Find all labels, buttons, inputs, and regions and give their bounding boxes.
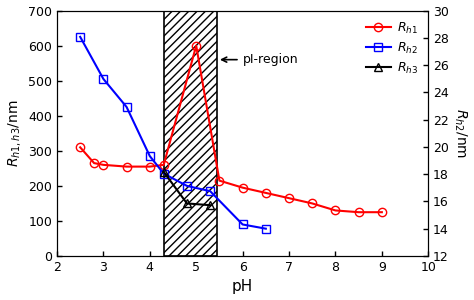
$R_{h1}$	[333, 208, 338, 212]
$R_{h1}$	[147, 165, 153, 168]
Y-axis label: $R_{h2}$/nm: $R_{h2}$/nm	[452, 108, 468, 158]
$R_{h1}$	[263, 191, 269, 195]
Line: $R_{h1}$: $R_{h1}$	[76, 41, 386, 216]
$R_{h1}$	[124, 165, 129, 168]
$R_{h1}$	[91, 161, 97, 165]
$R_{h1}$	[217, 179, 222, 182]
$R_{h1}$	[193, 44, 199, 47]
$R_{h1}$	[379, 210, 385, 214]
$R_{h2}$	[263, 227, 269, 230]
Y-axis label: $R_{h1,h3}$/nm: $R_{h1,h3}$/nm	[6, 100, 23, 167]
Line: $R_{h2}$: $R_{h2}$	[76, 33, 270, 233]
$R_{h2}$	[147, 154, 153, 158]
$R_{h1}$	[77, 146, 83, 149]
$R_{h2}$	[77, 35, 83, 39]
$R_{h1}$	[356, 210, 362, 214]
$R_{h2}$	[124, 105, 129, 109]
$R_{h2}$	[100, 77, 106, 81]
$R_{h2}$	[207, 189, 213, 193]
Text: pI-region: pI-region	[222, 53, 298, 66]
Line: $R_{h3}$: $R_{h3}$	[160, 168, 214, 209]
$R_{h3}$	[207, 203, 213, 207]
$R_{h1}$	[240, 186, 246, 189]
X-axis label: pH: pH	[232, 279, 253, 294]
$R_{h3}$	[161, 170, 166, 174]
$R_{h2}$	[161, 172, 166, 175]
$R_{h3}$	[184, 202, 190, 205]
Legend: $R_{h1}$, $R_{h2}$, $R_{h3}$: $R_{h1}$, $R_{h2}$, $R_{h3}$	[362, 17, 422, 80]
$R_{h1}$	[100, 163, 106, 167]
$R_{h2}$	[184, 184, 190, 188]
$R_{h2}$	[240, 223, 246, 226]
$R_{h1}$	[286, 196, 292, 200]
$R_{h1}$	[161, 163, 166, 167]
$R_{h1}$	[310, 202, 315, 205]
Bar	[164, 11, 217, 256]
